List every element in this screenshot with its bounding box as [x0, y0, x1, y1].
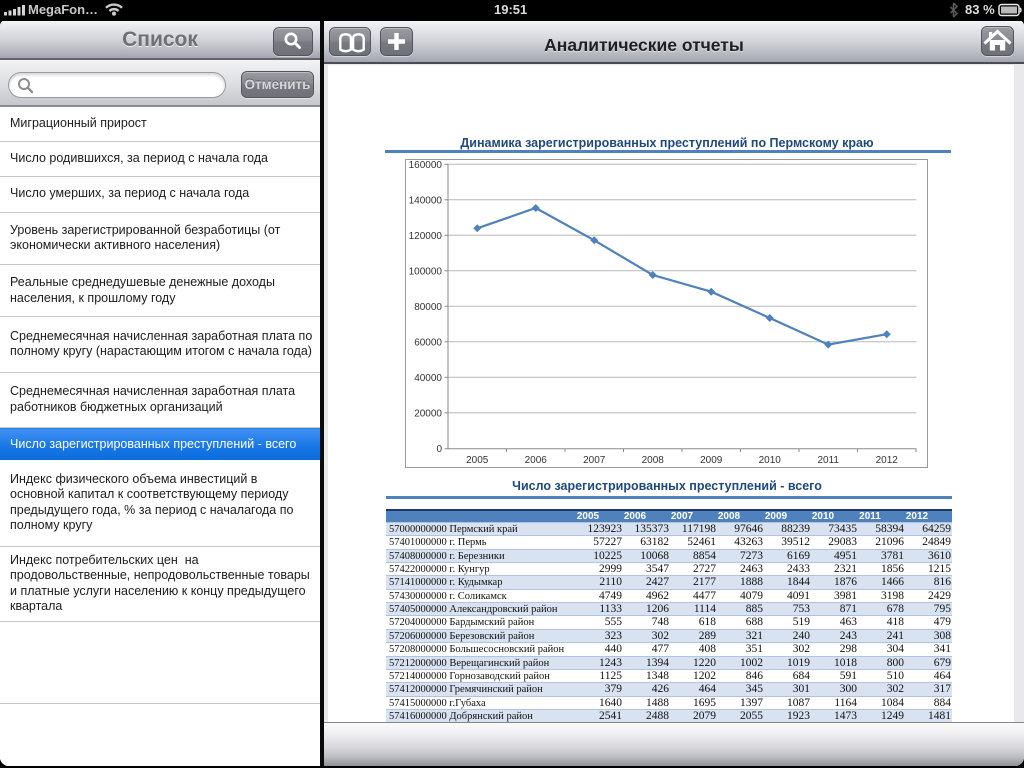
svg-text:2012: 2012 [876, 455, 899, 466]
svg-text:140000: 140000 [409, 196, 443, 207]
svg-text:2005: 2005 [466, 455, 489, 466]
svg-text:2010: 2010 [759, 455, 782, 466]
svg-text:2011: 2011 [817, 455, 839, 466]
svg-text:2009: 2009 [700, 455, 723, 466]
svg-text:60000: 60000 [414, 338, 442, 349]
svg-text:20000: 20000 [414, 409, 442, 420]
svg-text:100000: 100000 [409, 267, 443, 278]
svg-text:80000: 80000 [414, 302, 442, 313]
svg-text:120000: 120000 [409, 231, 443, 242]
svg-text:2007: 2007 [583, 455, 606, 466]
svg-text:0: 0 [436, 444, 442, 455]
svg-text:40000: 40000 [414, 373, 442, 384]
svg-text:2006: 2006 [525, 455, 548, 466]
svg-text:160000: 160000 [409, 160, 443, 171]
svg-text:2008: 2008 [642, 455, 665, 466]
